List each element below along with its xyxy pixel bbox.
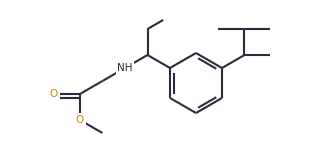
Text: NH: NH: [117, 63, 133, 73]
Text: O: O: [50, 89, 58, 99]
Text: O: O: [76, 115, 84, 125]
